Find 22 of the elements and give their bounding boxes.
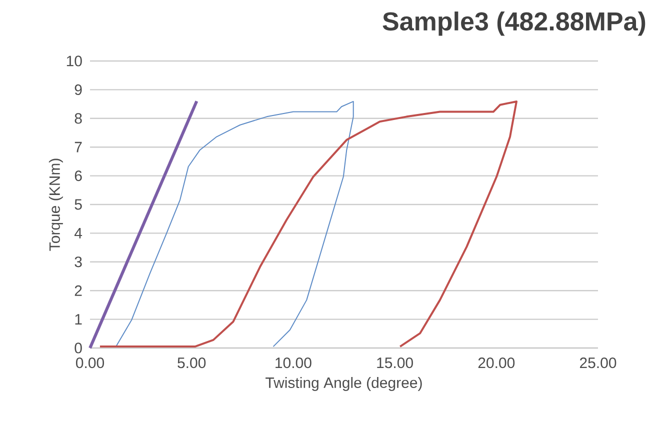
- chart-title: Sample3 (482.88MPa): [382, 12, 646, 36]
- x-tick-label: 5.00: [178, 358, 206, 368]
- y-tick-label: 10: [66, 56, 82, 66]
- x-tick-label: 10.00: [276, 358, 312, 368]
- y-tick-label: 7: [74, 142, 82, 152]
- y-tick-label: 4: [74, 228, 82, 238]
- x-tick-label: 25.00: [580, 358, 616, 368]
- y-tick-label: 2: [74, 285, 82, 296]
- y-tick-label: 5: [74, 199, 82, 210]
- line-series: [116, 100, 354, 348]
- y-tick-label: 1: [75, 314, 82, 324]
- y-tick-label: 8: [74, 113, 82, 124]
- x-axis-title: Twisting Angle (degree): [266, 377, 422, 391]
- y-tick-label: 3: [74, 256, 82, 268]
- y-tick-label: 9: [74, 84, 82, 95]
- x-tick-label: 0.00: [76, 358, 104, 368]
- x-tick-label: 20.00: [478, 358, 515, 368]
- y-tick-label: 0: [74, 342, 82, 354]
- line-series: [98, 100, 518, 348]
- y-tick-label: 6: [74, 170, 82, 182]
- x-tick-label: 15.00: [377, 358, 413, 368]
- y-axis-title: Torque (KNm): [48, 158, 63, 251]
